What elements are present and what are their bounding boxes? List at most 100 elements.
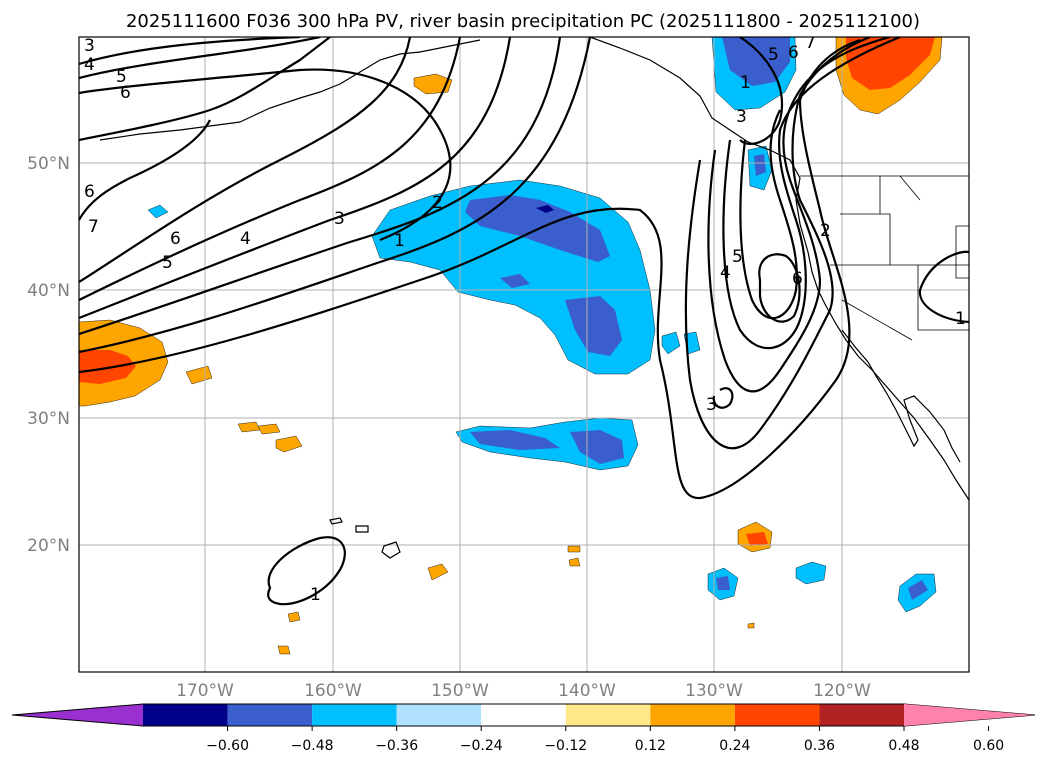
- longitude-labels: 170°W 160°W 150°W 140°W 130°W 120°W: [176, 681, 871, 701]
- colorbar-cell: [819, 704, 904, 726]
- contour-label: 1: [310, 585, 321, 605]
- colorbar-tick-label: 0.12: [635, 738, 666, 754]
- coastlines: [99, 37, 969, 559]
- contour-label: 3: [84, 36, 95, 56]
- contour-label: 6: [120, 83, 131, 103]
- contour-label: 6: [170, 229, 181, 249]
- colorbar-tick-label: −0.12: [544, 738, 587, 754]
- positive-anomaly-region: [287, 611, 301, 623]
- longitude-label: 170°W: [176, 681, 234, 701]
- positive-anomaly-region: [275, 435, 303, 453]
- pv-contour: [79, 37, 462, 301]
- pv-contour: [739, 37, 783, 146]
- positive-anomaly-region: [257, 423, 281, 435]
- colorbar-tick-label: −0.36: [375, 738, 418, 754]
- contour-label: 2: [432, 193, 443, 213]
- longitude-label: 120°W: [813, 681, 871, 701]
- colorbar-extend-low: [12, 704, 143, 726]
- pv-contour: [918, 250, 969, 324]
- contour-label: 5: [732, 247, 743, 267]
- us-state-borders: [800, 175, 969, 341]
- longitude-label: 140°W: [558, 681, 616, 701]
- negative-anomaly-core: [722, 37, 790, 86]
- pv-contour: [79, 37, 301, 66]
- positive-anomaly-region: [747, 622, 755, 629]
- contour-label: 2: [820, 221, 831, 241]
- negative-anomaly-core: [570, 430, 624, 464]
- contour-label: 5: [116, 67, 127, 87]
- negative-anomaly-region: [661, 331, 681, 355]
- longitude-label: 130°W: [685, 681, 743, 701]
- colorbar-cell: [396, 704, 482, 726]
- contour-label: 1: [740, 73, 751, 93]
- colorbar-cell: [227, 704, 313, 726]
- colorbar-tick-label: 0.36: [804, 738, 835, 754]
- colorbar-cell: [650, 704, 735, 726]
- pv-contour: [79, 38, 861, 500]
- colorbar-cell: [143, 704, 228, 726]
- contour-label: 3: [706, 395, 717, 415]
- negative-anomaly-peak: [536, 205, 554, 213]
- colorbar: −0.60 −0.48 −0.36 −0.24 −0.12 0.12 0.24 0.36 0.4…: [11, 703, 1036, 754]
- pv-contour: [684, 37, 871, 450]
- negative-anomaly-region: [147, 204, 169, 219]
- pv-contour: [712, 387, 734, 409]
- contour-label: 4: [240, 229, 251, 249]
- positive-anomaly-region: [427, 563, 449, 581]
- pv-contour-labels: 3 4 5 6 6 7 6 5 4 3 2 1 1 2 3 4 5 6 5 6: [84, 33, 966, 605]
- positive-anomaly-core: [746, 532, 768, 546]
- pv-contour: [79, 119, 211, 221]
- pv-contour: [267, 536, 346, 606]
- negative-anomaly-core: [908, 580, 928, 600]
- pv-contours: [79, 37, 969, 606]
- colorbar-tick-label: 0.24: [719, 738, 750, 754]
- positive-anomaly-region: [567, 545, 581, 553]
- precip-shading: [79, 37, 943, 655]
- positive-anomaly-region: [277, 645, 291, 655]
- map-frame: [78, 36, 970, 673]
- pv-contour: [707, 37, 891, 393]
- pv-contour: [79, 68, 452, 242]
- colorbar-tick-label: 0.60: [973, 738, 1004, 754]
- latitude-label: 30°N: [27, 409, 70, 429]
- latitude-label: 50°N: [27, 154, 70, 174]
- negative-anomaly-core: [565, 296, 622, 356]
- colorbar-cell: [312, 704, 397, 726]
- pv-contour: [79, 37, 412, 283]
- alaska-coastline: [99, 39, 481, 141]
- negative-anomaly-core: [716, 576, 730, 590]
- pv-contour: [79, 37, 562, 336]
- contour-label: 3: [334, 209, 345, 229]
- contour-label: 4: [84, 55, 95, 75]
- latitude-labels: 50°N 40°N 30°N 20°N: [27, 154, 70, 556]
- colorbar-tick-label: −0.24: [460, 738, 503, 754]
- contour-label: 6: [788, 43, 799, 63]
- contour-label: 1: [955, 309, 966, 329]
- hawaii-islands: [329, 517, 401, 559]
- contour-label: 6: [84, 182, 95, 202]
- pv-contour: [79, 37, 512, 320]
- negative-anomaly-core: [500, 274, 530, 288]
- pv-contour: [739, 109, 798, 320]
- latitude-label: 40°N: [27, 281, 70, 301]
- colorbar-cell: [734, 704, 820, 726]
- colorbar-tick-label: 0.48: [888, 738, 919, 754]
- contour-label: 5: [768, 45, 779, 65]
- map-title: 2025111600 F036 300 hPa PV, river basin …: [126, 11, 920, 32]
- colorbar-extend-high: [904, 704, 1035, 726]
- contour-label: 5: [162, 253, 173, 273]
- colorbar-cell: [481, 704, 566, 726]
- map-panel: 3 4 5 6 6 7 6 5 4 3 2 1 1 2 3 4 5 6 5 6: [78, 33, 970, 673]
- positive-anomaly-region: [237, 421, 261, 433]
- longitude-label: 160°W: [304, 681, 362, 701]
- pv-contour: [79, 37, 331, 142]
- longitude-label: 150°W: [431, 681, 489, 701]
- negative-anomaly-region: [795, 561, 827, 585]
- contour-label: 7: [805, 33, 816, 53]
- pv-contour: [79, 37, 592, 354]
- colorbar-cell: [565, 704, 651, 726]
- positive-anomaly-region: [568, 557, 581, 567]
- colorbar-tick-label: −0.48: [291, 738, 334, 754]
- colorbar-tick-label: −0.60: [206, 738, 249, 754]
